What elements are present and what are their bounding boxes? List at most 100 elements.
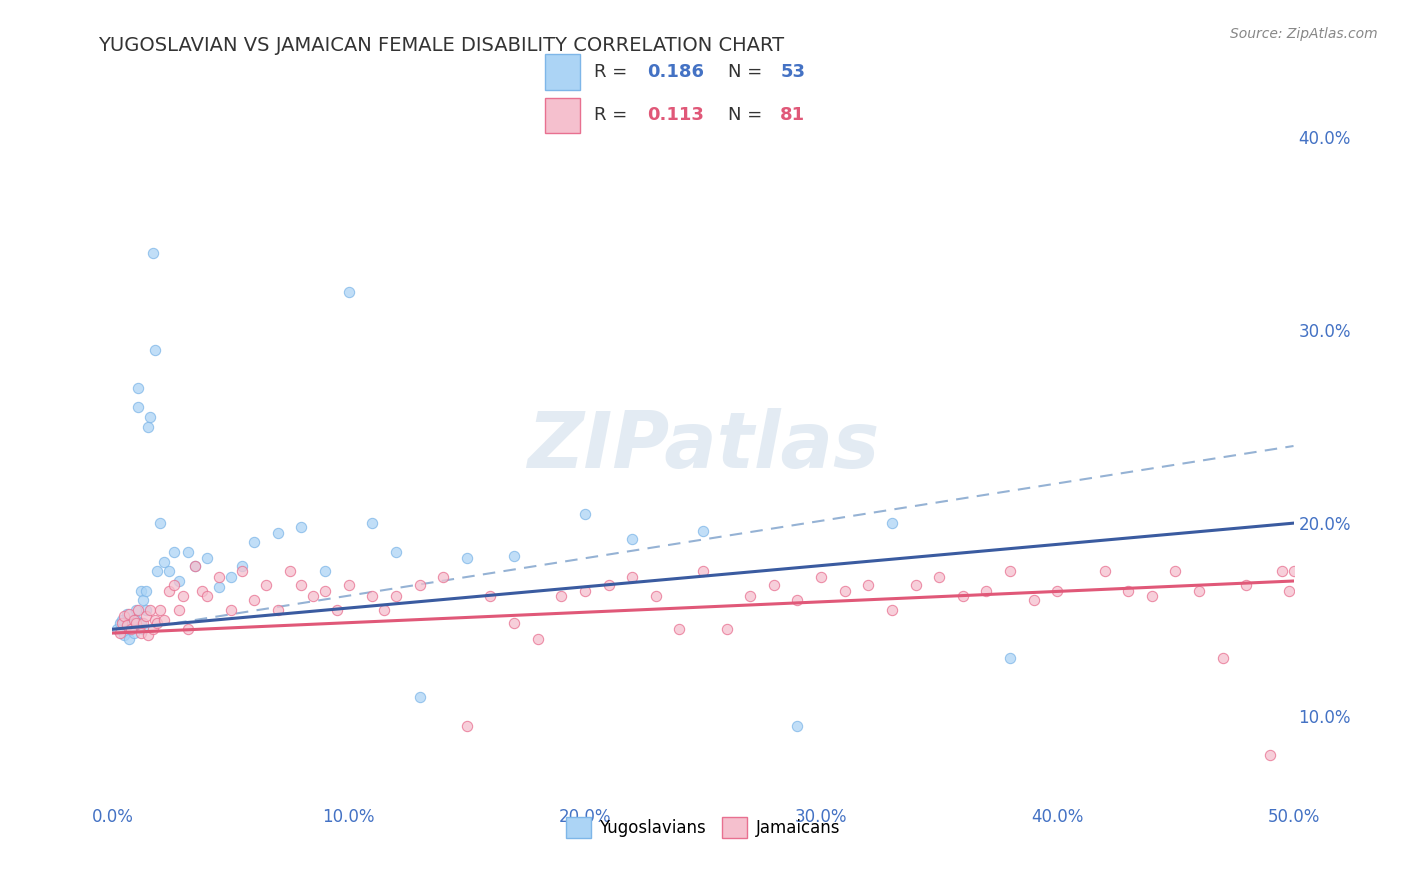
Point <box>172 590 194 604</box>
Point <box>149 603 172 617</box>
Point <box>132 616 155 631</box>
Point <box>1094 565 1116 579</box>
Point <box>127 381 149 395</box>
Text: YUGOSLAVIAN VS JAMAICAN FEMALE DISABILITY CORRELATION CHART: YUGOSLAVIAN VS JAMAICAN FEMALE DISABILIT… <box>98 36 785 54</box>
Point <box>142 246 165 260</box>
Point <box>120 622 142 636</box>
Text: Source: ZipAtlas.com: Source: ZipAtlas.com <box>1230 27 1378 41</box>
Point <box>786 719 808 733</box>
Point <box>111 613 134 627</box>
Point <box>1164 565 1187 579</box>
Point <box>880 516 903 530</box>
Point <box>120 616 142 631</box>
Point <box>163 545 186 559</box>
Point <box>479 590 502 604</box>
Point <box>1116 583 1139 598</box>
Point <box>880 603 903 617</box>
Point <box>408 578 430 592</box>
Point <box>149 516 172 530</box>
Point <box>740 590 762 604</box>
Point <box>278 565 301 579</box>
Text: R =: R = <box>593 63 633 81</box>
Point <box>692 565 714 579</box>
Point <box>108 616 131 631</box>
Point <box>526 632 548 646</box>
Point <box>644 590 666 604</box>
Text: 53: 53 <box>780 63 806 81</box>
Point <box>122 613 145 627</box>
Point <box>1271 565 1294 579</box>
Point <box>810 570 832 584</box>
Point <box>135 603 157 617</box>
Point <box>142 622 165 636</box>
FancyBboxPatch shape <box>544 54 581 90</box>
Point <box>122 613 145 627</box>
Point <box>267 603 290 617</box>
Point <box>302 590 325 604</box>
Point <box>112 608 135 623</box>
Point <box>122 626 145 640</box>
Point <box>1282 565 1305 579</box>
Point <box>163 578 186 592</box>
Point <box>153 555 176 569</box>
Point <box>574 583 596 598</box>
Point <box>314 565 336 579</box>
Point <box>112 628 135 642</box>
Point <box>385 545 408 559</box>
Point <box>129 616 152 631</box>
Point <box>177 545 200 559</box>
Point <box>456 719 478 733</box>
Point <box>385 590 408 604</box>
Point <box>184 558 207 573</box>
Point <box>132 622 155 636</box>
Point <box>136 628 159 642</box>
Point <box>243 535 266 549</box>
Point <box>208 570 231 584</box>
Point <box>143 613 166 627</box>
Point <box>550 590 572 604</box>
Point <box>118 632 141 646</box>
Point <box>408 690 430 704</box>
Point <box>136 419 159 434</box>
Point <box>1046 583 1069 598</box>
Point <box>574 507 596 521</box>
Point <box>243 593 266 607</box>
Point <box>191 583 214 598</box>
Point <box>692 524 714 538</box>
Point <box>139 410 162 425</box>
Point <box>195 590 218 604</box>
Text: N =: N = <box>728 63 768 81</box>
Point <box>314 583 336 598</box>
Point <box>146 616 169 631</box>
Point <box>1188 583 1211 598</box>
Point <box>135 583 157 598</box>
Point <box>337 285 360 299</box>
Point <box>952 590 974 604</box>
Point <box>621 570 644 584</box>
Point <box>254 578 277 592</box>
Point <box>361 516 384 530</box>
Point <box>111 616 134 631</box>
Text: 0.186: 0.186 <box>647 63 704 81</box>
Point <box>998 565 1021 579</box>
Point <box>129 626 152 640</box>
Point <box>290 520 312 534</box>
Point <box>127 603 149 617</box>
Text: 0.113: 0.113 <box>647 106 703 124</box>
Point <box>108 626 131 640</box>
Point <box>132 593 155 607</box>
Point <box>129 583 152 598</box>
Point <box>858 578 880 592</box>
Point <box>143 343 166 357</box>
Point <box>219 603 242 617</box>
Point <box>834 583 856 598</box>
Point <box>1022 593 1045 607</box>
Point <box>146 565 169 579</box>
Point <box>115 618 138 632</box>
Point <box>326 603 349 617</box>
Point <box>177 622 200 636</box>
Point <box>135 608 157 623</box>
Point <box>621 532 644 546</box>
Point <box>125 616 148 631</box>
Point <box>208 580 231 594</box>
